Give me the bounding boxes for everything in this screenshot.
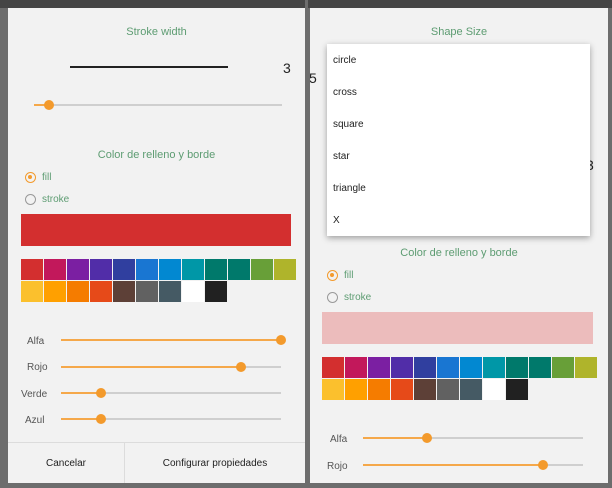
color-swatch[interactable] [368,379,390,400]
color-swatch[interactable] [251,259,273,280]
color-swatch[interactable] [345,379,367,400]
green-slider[interactable] [61,386,281,400]
color-swatch[interactable] [44,259,66,280]
color-swatch[interactable] [414,357,436,378]
slider-thumb[interactable] [95,388,106,398]
stroke-dialog: Stroke width 3 Color de relleno y borde … [8,8,305,483]
slider-thumb[interactable] [538,460,549,470]
color-swatch[interactable] [506,379,528,400]
red-slider[interactable] [363,458,583,472]
radio-unchecked-icon [25,193,36,205]
color-swatch[interactable] [368,357,390,378]
color-swatch[interactable] [205,259,227,280]
color-swatch[interactable] [90,281,112,302]
color-swatch[interactable] [44,281,66,302]
color-swatch[interactable] [113,281,135,302]
color-section-title: Color de relleno y borde [400,247,518,259]
color-swatch[interactable] [228,259,250,280]
dialog-footer: Cancelar Configurar propiedades [8,442,305,483]
stroke-width-title: Stroke width [126,26,187,38]
color-swatch[interactable] [483,379,505,400]
color-swatch[interactable] [575,357,597,378]
color-swatch[interactable] [460,379,482,400]
color-swatch[interactable] [136,281,158,302]
shape-option-star[interactable]: star [333,150,350,162]
fill-radio-label: fill [42,171,52,183]
color-swatch[interactable] [391,357,413,378]
color-swatch[interactable] [506,357,528,378]
cancel-button[interactable]: Cancelar [45,457,87,469]
stroke-radio-label: stroke [344,291,372,303]
color-swatch[interactable] [182,281,204,302]
shape-size-title: Shape Size [430,26,488,38]
configure-properties-button[interactable]: Configurar propiedades [124,443,305,483]
red-label: Rojo [27,362,48,373]
color-swatch[interactable] [67,259,89,280]
color-swatch[interactable] [67,281,89,302]
color-swatch[interactable] [274,259,296,280]
slider-thumb[interactable] [276,335,286,345]
color-preview [322,312,593,344]
color-swatch[interactable] [21,259,43,280]
color-section-title: Color de relleno y borde [97,149,216,161]
color-swatch[interactable] [113,259,135,280]
stroke-radio[interactable]: stroke [327,289,371,305]
shape-dropdown-menu: circle cross square star triangle X [327,44,590,236]
shape-option-square[interactable]: square [333,118,364,130]
color-palette [21,259,296,302]
alpha-label: Alfa [330,434,348,445]
alpha-slider[interactable] [363,431,583,445]
stroke-radio-label: stroke [42,193,70,205]
slider-thumb[interactable] [236,362,247,372]
stroke-width-value: 3 [283,60,291,76]
color-swatch[interactable] [322,379,344,400]
color-swatch[interactable] [483,357,505,378]
color-swatch[interactable] [21,281,43,302]
blue-slider[interactable] [61,412,281,426]
color-preview [21,214,291,246]
color-swatch[interactable] [182,259,204,280]
color-swatch[interactable] [90,259,112,280]
color-palette [322,357,597,400]
stroke-preview-line [70,66,228,68]
alpha-slider[interactable] [61,333,286,347]
shape-option-triangle[interactable]: triangle [333,182,366,194]
shape-option-x[interactable]: X [333,214,340,226]
color-swatch[interactable] [437,379,459,400]
shape-dialog: Shape Size 5 3 Color de relleno y borde … [310,8,608,483]
radio-checked-icon [327,269,338,281]
slider-thumb[interactable] [43,100,54,110]
color-swatch[interactable] [414,379,436,400]
slider-thumb[interactable] [421,433,432,443]
shape-option-circle[interactable]: circle [333,54,357,66]
background-strip-right [308,0,612,8]
color-swatch[interactable] [460,357,482,378]
stroke-radio[interactable]: stroke [25,191,69,207]
blue-label: Azul [25,415,45,426]
color-swatch[interactable] [159,259,181,280]
red-label: Rojo [327,461,348,472]
color-swatch[interactable] [159,281,181,302]
red-slider[interactable] [61,360,281,374]
fill-radio[interactable]: fill [25,169,51,185]
stroke-width-slider[interactable] [34,98,282,112]
color-swatch[interactable] [552,357,574,378]
color-swatch[interactable] [391,379,413,400]
color-swatch[interactable] [322,357,344,378]
slider-thumb[interactable] [95,414,106,424]
green-label: Verde [21,389,48,400]
color-swatch[interactable] [136,259,158,280]
alpha-label: Alfa [27,336,45,347]
color-swatch[interactable] [205,281,227,302]
partial-text-left: 5 [310,70,317,86]
radio-checked-icon [25,171,36,183]
radio-unchecked-icon [327,291,338,303]
fill-radio-label: fill [344,269,354,281]
color-swatch[interactable] [529,357,551,378]
color-swatch[interactable] [437,357,459,378]
color-swatch[interactable] [345,357,367,378]
shape-option-cross[interactable]: cross [333,86,357,98]
background-strip-left [0,0,305,8]
fill-radio[interactable]: fill [327,267,353,283]
